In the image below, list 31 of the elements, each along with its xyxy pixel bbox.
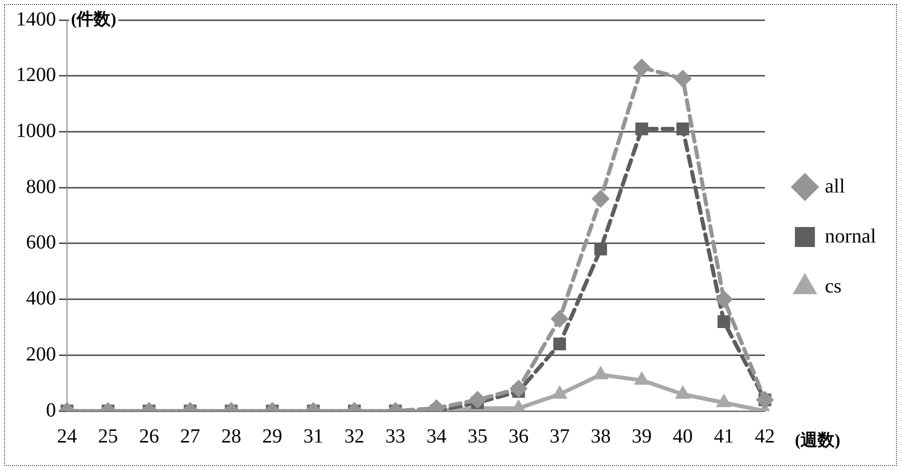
legend-label: all [824,175,846,198]
y-tick-label: 600 [26,232,56,254]
y-axis-title: (件数) [71,9,116,28]
legend-label: nornal [824,225,876,248]
x-tick-label: 25 [98,425,118,448]
x-tick-label: 35 [468,425,488,448]
x-tick-label: 39 [632,425,652,448]
x-tick-label: 33 [385,425,406,448]
x-tick-label: 34 [426,425,446,448]
legend-label: cs [824,275,842,298]
x-tick-label: 37 [550,425,570,448]
x-tick-label: 26 [139,425,160,448]
x-tick-label: 29 [262,425,282,448]
x-tick-label: 32 [344,425,364,448]
x-tick-label: 24 [57,425,77,448]
x-tick-label: 27 [180,425,200,448]
x-axis-title: (週数) [794,430,840,450]
x-tick-label: 42 [754,425,775,448]
x-tick-label: 41 [714,425,734,448]
y-tick-label: 0 [46,399,56,422]
y-tick-label: 1400 [16,8,56,30]
x-tick-label: 31 [303,425,324,448]
y-tick-label: 1200 [16,64,56,86]
y-tick-label: 800 [26,176,56,198]
y-tick-label: 1000 [16,120,56,142]
x-tick-label: 28 [221,425,242,448]
x-tick-label: 36 [508,425,529,448]
x-tick-label: 40 [672,425,693,448]
x-tick-label: 38 [590,425,611,448]
y-tick-label: 200 [26,343,56,366]
y-tick-label: 400 [26,288,56,310]
